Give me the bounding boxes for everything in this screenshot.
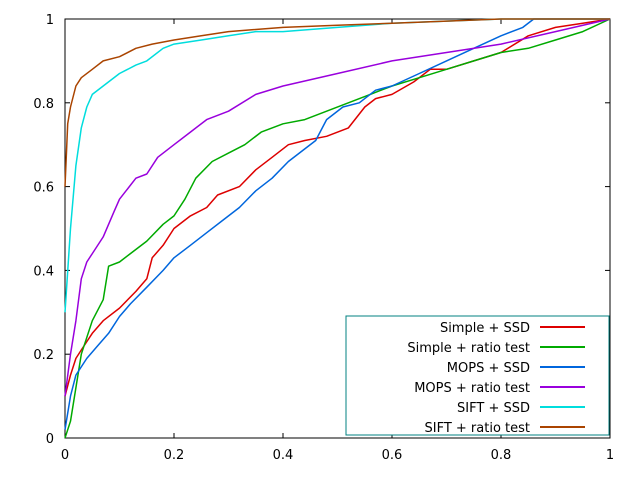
series-line xyxy=(64,18,611,439)
y-tick-label: 0.2 xyxy=(33,348,54,363)
legend-label: MOPS + SSD xyxy=(447,361,530,376)
series-lines xyxy=(64,18,611,439)
series-line xyxy=(64,18,610,313)
legend-label: SIFT + ratio test xyxy=(424,421,530,436)
x-tick-label: 0.6 xyxy=(382,448,403,463)
legend-label: Simple + ratio test xyxy=(407,341,530,356)
series-line xyxy=(64,18,611,397)
legend-label: Simple + SSD xyxy=(440,321,530,336)
legend-label: SIFT + SSD xyxy=(457,401,530,416)
series-line xyxy=(64,18,610,430)
y-tick-label: 0.8 xyxy=(33,97,54,112)
y-tick-label: 0 xyxy=(46,432,54,447)
y-tick-label: 0.4 xyxy=(33,264,54,279)
legend-label: MOPS + ratio test xyxy=(414,381,530,396)
y-tick-label: 1 xyxy=(46,13,54,28)
x-tick-label: 0 xyxy=(61,448,69,463)
x-tick-label: 0.8 xyxy=(491,448,512,463)
plot-frame xyxy=(64,18,611,439)
legend-box xyxy=(345,315,610,436)
x-tick-label: 0.2 xyxy=(164,448,185,463)
x-tick-label: 0.4 xyxy=(273,448,294,463)
series-line xyxy=(64,18,610,187)
x-tick-label: 1 xyxy=(606,448,614,463)
legend: Simple + SSD Simple + ratio test MOPS + SS… xyxy=(345,315,610,436)
axis-ticks: 0 0.2 0.4 0.6 0.8 1 0 0.2 0.4 0.6 0.8 1 xyxy=(33,13,614,463)
y-tick-label: 0.6 xyxy=(33,181,54,196)
